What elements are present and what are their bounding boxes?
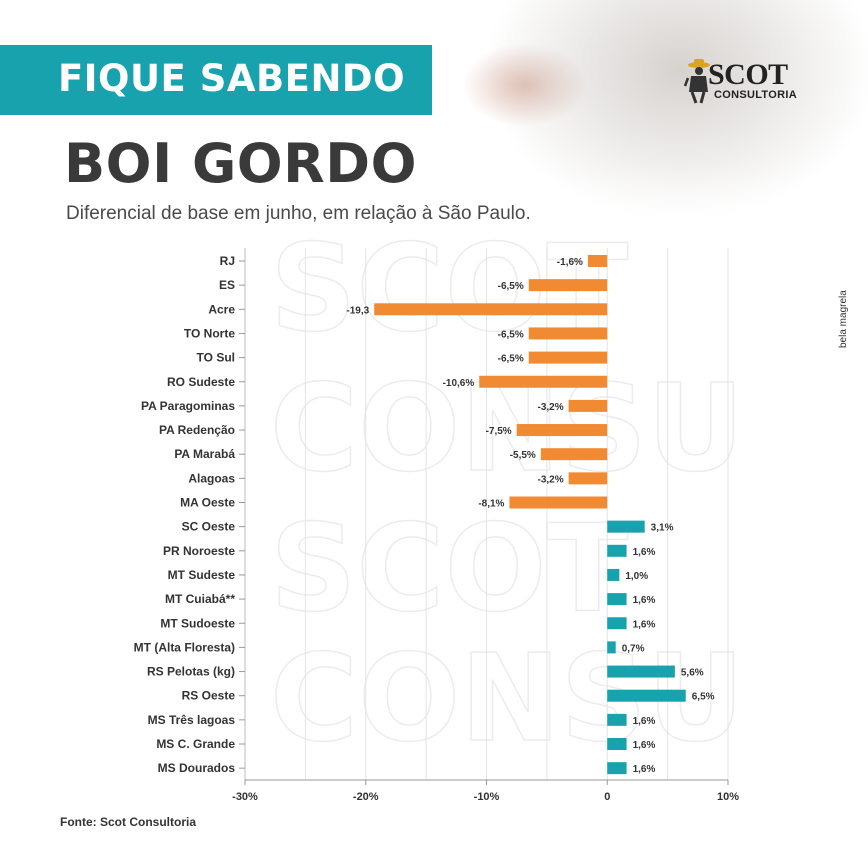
banner-text: FIQUE SABENDO [58, 57, 406, 100]
data-label: -5,5% [510, 450, 536, 461]
category-label: PA Marabá [174, 447, 235, 461]
x-tick-label: -10% [474, 791, 500, 803]
bar [568, 399, 608, 412]
category-label: ES [219, 278, 235, 292]
category-label: MT Sudoeste [160, 616, 235, 630]
data-label: -10,6% [443, 378, 475, 389]
bar [607, 617, 627, 630]
data-label: 1,6% [633, 547, 656, 558]
category-label: Acre [208, 302, 235, 316]
category-label: SC Oeste [182, 520, 236, 534]
data-label: -6,5% [498, 281, 524, 292]
watermark-text: SCOT [270, 500, 629, 639]
category-label: TO Norte [184, 326, 235, 340]
x-tick-label: -30% [232, 791, 258, 803]
data-label: 1,0% [625, 571, 648, 582]
data-label: -1,6% [557, 257, 583, 268]
category-label: MS C. Grande [156, 737, 235, 751]
bar [607, 713, 627, 726]
page-title: BOI GORDO [64, 132, 417, 195]
data-label: -8,1% [478, 499, 504, 510]
bar [607, 593, 627, 606]
category-label: RJ [220, 254, 235, 268]
data-label: -3,2% [537, 402, 563, 413]
x-tick-label: 10% [717, 791, 739, 803]
data-label: 0,7% [622, 643, 645, 654]
data-label: -6,5% [498, 329, 524, 340]
data-label: 5,6% [681, 668, 704, 679]
data-label: -3,2% [537, 474, 563, 485]
logo-wordmark: SCOT [708, 58, 788, 91]
category-label: TO Sul [197, 351, 235, 365]
category-label: MS Três lagoas [148, 713, 236, 727]
category-label: PA Redenção [159, 423, 235, 437]
page-subtitle: Diferencial de base em junho, em relação… [66, 203, 531, 224]
data-label: 1,6% [633, 740, 656, 751]
bar [607, 568, 620, 581]
category-label: MS Dourados [158, 761, 236, 775]
bar [568, 472, 608, 485]
bar [374, 303, 608, 316]
data-label: 1,6% [633, 716, 656, 727]
bar [607, 641, 616, 654]
x-tick-label: 0 [604, 791, 610, 803]
category-label: Alagoas [188, 471, 235, 485]
bar [607, 738, 627, 750]
data-label: 1,6% [633, 764, 656, 775]
data-label: 1,6% [633, 619, 656, 630]
bar [516, 424, 608, 437]
bar [528, 279, 608, 292]
bar [528, 351, 608, 364]
data-label: 6,5% [692, 692, 715, 703]
data-label: -6,5% [498, 354, 524, 365]
category-label: MT Cuiabá** [165, 592, 235, 606]
scot-logo: SCOT CONSULTORIA [684, 56, 814, 106]
data-label: 1,6% [633, 595, 656, 606]
category-label: PA Paragominas [141, 399, 235, 413]
data-label: -19,3 [346, 305, 369, 316]
data-label: -7,5% [486, 426, 512, 437]
bar [509, 496, 608, 509]
bar [540, 448, 608, 461]
cowboy-logo-icon [684, 59, 710, 104]
category-label: RS Oeste [182, 689, 236, 703]
bar [607, 689, 686, 702]
data-label: 3,1% [651, 523, 674, 534]
source-note: Fonte: Scot Consultoria [60, 815, 196, 829]
category-label: MA Oeste [180, 496, 235, 510]
header-banner [0, 45, 432, 115]
bar [607, 665, 675, 678]
bar [607, 520, 645, 533]
category-label: MT (Alta Floresta) [134, 640, 235, 654]
bar [587, 255, 608, 267]
bar [607, 762, 627, 775]
bar [607, 544, 627, 557]
bar [528, 327, 608, 340]
logo-subtitle: CONSULTORIA [714, 89, 797, 101]
x-tick-label: -20% [353, 791, 379, 803]
category-label: PR Noroeste [163, 544, 235, 558]
bar [479, 375, 608, 388]
category-label: RO Sudeste [167, 375, 235, 389]
category-label: MT Sudeste [168, 568, 236, 582]
category-label: RS Pelotas (kg) [147, 665, 235, 679]
